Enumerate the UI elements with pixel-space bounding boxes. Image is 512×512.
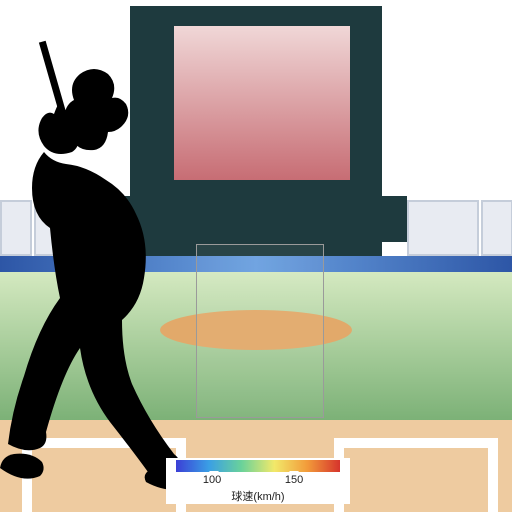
legend-tick: 150	[285, 474, 303, 486]
batter-silhouette	[0, 40, 200, 490]
plate-line	[338, 438, 498, 448]
legend-gradient-bar	[176, 460, 340, 472]
pitch-location-scene: 100 150 球速(km/h)	[0, 0, 512, 512]
speed-legend: 100 150 球速(km/h)	[166, 458, 350, 504]
legend-tick: 100	[203, 474, 221, 486]
heat-screen	[174, 26, 350, 180]
stand-seg	[481, 200, 512, 256]
strike-zone	[196, 244, 324, 418]
plate-line	[488, 438, 498, 512]
legend-label: 球速(km/h)	[166, 488, 350, 504]
stand-seg	[407, 200, 479, 256]
